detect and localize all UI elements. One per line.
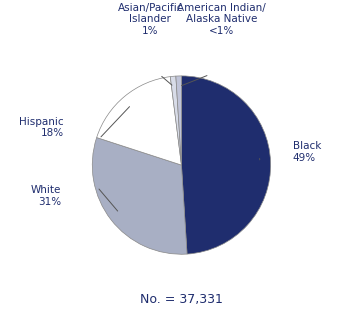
Wedge shape	[97, 77, 182, 165]
Wedge shape	[92, 138, 187, 254]
Text: Hispanic
18%: Hispanic 18%	[19, 117, 64, 138]
Text: White
31%: White 31%	[31, 185, 61, 207]
Text: American Indian/
Alaska Native
<1%: American Indian/ Alaska Native <1%	[177, 2, 266, 36]
Wedge shape	[182, 76, 271, 254]
Text: No. = 37,331: No. = 37,331	[140, 294, 223, 307]
Wedge shape	[176, 76, 182, 165]
Text: Black
49%: Black 49%	[293, 141, 321, 163]
Wedge shape	[170, 76, 182, 165]
Text: Asian/Pacific
Islander
1%: Asian/Pacific Islander 1%	[118, 2, 183, 36]
